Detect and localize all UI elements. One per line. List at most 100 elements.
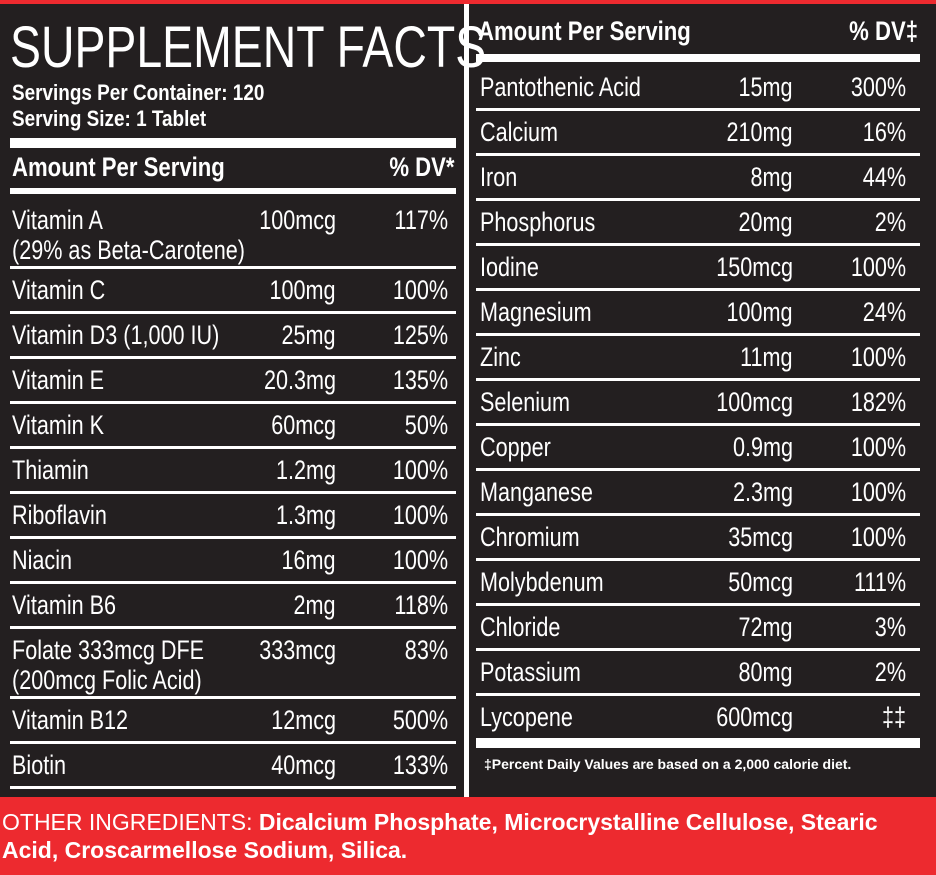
nutrient-dv: 111% <box>853 567 906 597</box>
nutrient-name: Molybdenum <box>480 567 604 597</box>
nutrient-dv: 100% <box>850 432 906 462</box>
nutrient-row: Magnesium 100mg 24% <box>476 291 920 336</box>
nutrient-name: Copper <box>480 432 551 462</box>
nutrient-amount: 100mcg <box>716 387 793 417</box>
nutrient-amount: 100mg <box>726 297 793 327</box>
nutrient-amount: 35mcg <box>728 522 793 552</box>
nutrient-row: Lycopene 600mcg ‡‡ <box>476 696 920 741</box>
nutrient-name: Zinc <box>480 342 521 372</box>
nutrient-row: Vitamin E 20.3mg 135% <box>10 359 456 404</box>
nutrient-name: Iron <box>480 162 518 192</box>
nutrient-dv: 100% <box>850 477 906 507</box>
nutrient-row: Zinc 11mg 100% <box>476 336 920 381</box>
nutrient-amount: 20.3mg <box>263 365 336 395</box>
divider-thick <box>10 188 456 194</box>
nutrient-dv: 2% <box>874 657 906 687</box>
nutrient-name: Vitamin D3 (1,000 IU) <box>12 320 220 350</box>
nutrient-row: Iodine 150mcg 100% <box>476 246 920 291</box>
nutrient-amount: 80mg <box>738 657 793 687</box>
nutrient-dv: 133% <box>392 750 448 780</box>
nutrient-name: Phosphorus <box>480 207 596 237</box>
nutrient-row: Phosphorus 20mg 2% <box>476 201 920 246</box>
nutrient-row: Niacin 16mg 100% <box>10 539 456 584</box>
nutrient-dv: 182% <box>850 387 906 417</box>
nutrient-row: Chromium 35mcg 100% <box>476 516 920 561</box>
nutrient-amount: 8mg <box>750 162 793 192</box>
nutrient-dv: 24% <box>862 297 906 327</box>
nutrient-name: Folate 333mcg DFE <box>12 635 205 665</box>
nutrient-row: Vitamin B6 2mg 118% <box>10 584 456 629</box>
divider-thick <box>476 54 920 62</box>
nutrient-name: Pantothenic Acid <box>480 72 641 102</box>
nutrient-name: Niacin <box>12 545 73 575</box>
nutrient-row: Molybdenum 50mcg 111% <box>476 561 920 606</box>
other-ingredients: OTHER INGREDIENTS: Dicalcium Phosphate, … <box>2 808 936 864</box>
nutrient-name: Vitamin A <box>12 205 103 235</box>
nutrient-dv: 500% <box>392 705 448 735</box>
nutrient-amount: 40mcg <box>271 750 336 780</box>
nutrient-row: Iron 8mg 44% <box>476 156 920 201</box>
nutrient-row: Biotin 40mcg 133% <box>10 744 456 789</box>
nutrient-dv: 100% <box>850 522 906 552</box>
nutrient-name: Thiamin <box>12 455 89 485</box>
nutrient-amount: 2mg <box>293 590 336 620</box>
header-dv: % DV‡ <box>849 16 918 46</box>
nutrient-name: Calcium <box>480 117 559 147</box>
nutrient-amount: 25mg <box>281 320 336 350</box>
nutrient-dv: 135% <box>392 365 448 395</box>
nutrient-dv: 83% <box>404 635 448 665</box>
nutrient-dv: 125% <box>392 320 448 350</box>
nutrient-dv: 118% <box>394 590 448 620</box>
nutrient-dv: ‡‡ <box>881 702 906 732</box>
nutrient-amount: 20mg <box>738 207 793 237</box>
nutrient-row: Selenium 100mcg 182% <box>476 381 920 426</box>
nutrient-amount: 72mg <box>738 612 793 642</box>
nutrient-row: Pantothenic Acid 15mg 300% <box>476 66 920 111</box>
nutrient-amount: 150mcg <box>716 252 793 282</box>
nutrient-row: Folate 333mcg DFE (200mcg Folic Acid) 333m… <box>10 629 456 699</box>
nutrient-row: Chloride 72mg 3% <box>476 606 920 651</box>
nutrient-row: Calcium 210mg 16% <box>476 111 920 156</box>
nutrient-amount: 2.3mg <box>732 477 793 507</box>
other-ingredients-label: OTHER INGREDIENTS: <box>2 809 259 835</box>
nutrient-amount: 600mcg <box>716 702 793 732</box>
nutrient-name: Vitamin E <box>12 365 105 395</box>
column-divider <box>464 4 469 797</box>
nutrient-name: Chromium <box>480 522 580 552</box>
nutrient-name: Lycopene <box>480 702 573 732</box>
nutrient-dv: 50% <box>404 410 448 440</box>
nutrient-row: Vitamin C 100mg 100% <box>10 269 456 314</box>
nutrient-amount: 333mcg <box>259 635 336 665</box>
nutrient-amount: 60mcg <box>271 410 336 440</box>
nutrient-amount: 210mg <box>726 117 793 147</box>
header-amount: Amount Per Serving <box>478 16 691 46</box>
header-dv: % DV* <box>389 152 455 182</box>
nutrient-amount: 50mcg <box>728 567 793 597</box>
other-ingredients-text: Dicalcium Phosphate, Microcrystalline Ce… <box>2 809 878 863</box>
nutrient-dv: 100% <box>850 252 906 282</box>
nutrient-name: Selenium <box>480 387 571 417</box>
nutrient-dv: 100% <box>392 455 448 485</box>
nutrient-row: Vitamin B12 12mcg 500% <box>10 699 456 744</box>
nutrient-amount: 11mg <box>740 342 793 372</box>
nutrient-row: Riboflavin 1.3mg 100% <box>10 494 456 539</box>
nutrient-amount: 0.9mg <box>732 432 793 462</box>
nutrient-dv: 3% <box>874 612 906 642</box>
header-amount: Amount Per Serving <box>12 152 225 182</box>
nutrient-amount: 100mcg <box>259 205 336 235</box>
nutrient-row: Vitamin K 60mcg 50% <box>10 404 456 449</box>
nutrient-name: Magnesium <box>480 297 592 327</box>
nutrient-amount: 16mg <box>281 545 336 575</box>
nutrient-dv: 300% <box>850 72 906 102</box>
nutrient-row: Thiamin 1.2mg 100% <box>10 449 456 494</box>
nutrient-name: Chloride <box>480 612 561 642</box>
nutrient-name: Riboflavin <box>12 500 107 530</box>
divider-thick <box>10 138 456 148</box>
nutrient-name-detail: (29% as Beta-Carotene) <box>12 235 245 265</box>
nutrient-row: Vitamin A (29% as Beta-Carotene) 100mcg 117… <box>10 199 456 269</box>
nutrient-row: Copper 0.9mg 100% <box>476 426 920 471</box>
nutrient-row: Manganese 2.3mg 100% <box>476 471 920 516</box>
nutrient-dv: 100% <box>392 275 448 305</box>
nutrient-row: Vitamin D3 (1,000 IU) 25mg 125% <box>10 314 456 359</box>
serving-size: Serving Size: 1 Tablet <box>12 106 207 131</box>
